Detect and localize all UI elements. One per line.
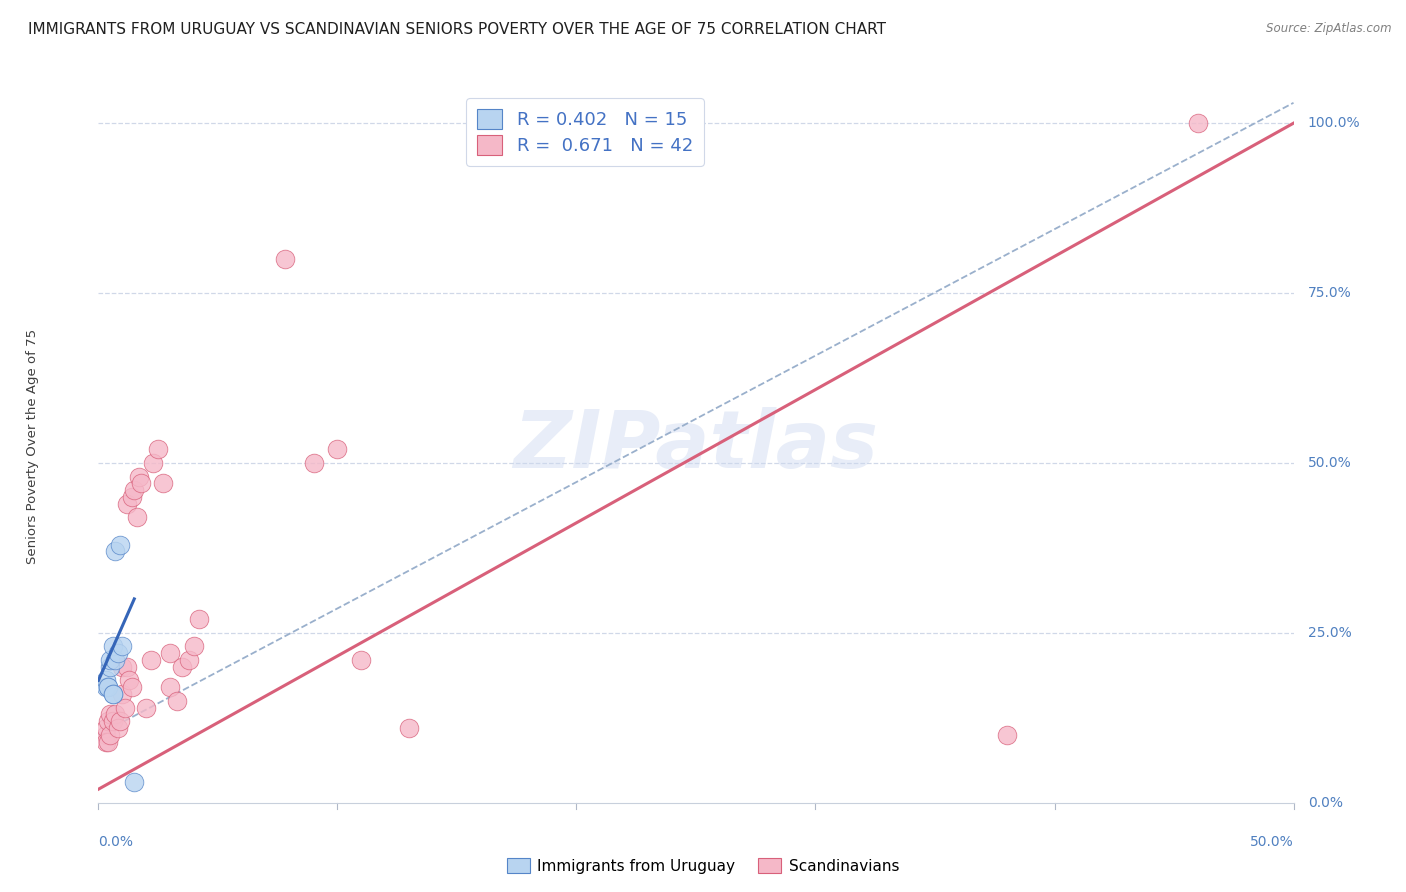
Point <box>350 653 373 667</box>
Point <box>118 673 141 688</box>
Text: 100.0%: 100.0% <box>1308 116 1361 130</box>
Point <box>183 640 205 654</box>
Point <box>94 673 117 688</box>
Point <box>125 510 148 524</box>
Point <box>274 252 297 266</box>
Point <box>142 456 165 470</box>
Text: 75.0%: 75.0% <box>1308 286 1351 300</box>
Point <box>111 660 134 674</box>
Point <box>111 640 134 654</box>
Point <box>131 476 153 491</box>
Point <box>104 544 127 558</box>
Point <box>1187 116 1209 130</box>
Point <box>107 646 129 660</box>
Text: 25.0%: 25.0% <box>1308 626 1351 640</box>
Point <box>115 497 138 511</box>
Point <box>124 775 146 789</box>
Point <box>115 660 138 674</box>
Point <box>398 721 420 735</box>
Text: 0.0%: 0.0% <box>98 835 134 849</box>
Text: 0.0%: 0.0% <box>1308 796 1343 810</box>
Point <box>124 483 146 498</box>
Point <box>995 728 1018 742</box>
Point <box>97 734 120 748</box>
Text: Seniors Poverty Over the Age of 75: Seniors Poverty Over the Age of 75 <box>27 328 39 564</box>
Text: Source: ZipAtlas.com: Source: ZipAtlas.com <box>1267 22 1392 36</box>
Point <box>159 646 181 660</box>
Point <box>94 728 117 742</box>
Text: IMMIGRANTS FROM URUGUAY VS SCANDINAVIAN SENIORS POVERTY OVER THE AGE OF 75 CORRE: IMMIGRANTS FROM URUGUAY VS SCANDINAVIAN … <box>28 22 886 37</box>
Point <box>187 612 209 626</box>
Point <box>98 653 122 667</box>
Point <box>98 728 122 742</box>
Point <box>98 660 122 674</box>
Point <box>101 687 124 701</box>
Point <box>172 660 194 674</box>
Point <box>111 687 134 701</box>
Point <box>94 734 117 748</box>
Point <box>114 700 136 714</box>
Point <box>121 490 143 504</box>
Point <box>104 653 127 667</box>
Legend: R = 0.402   N = 15, R =  0.671   N = 42: R = 0.402 N = 15, R = 0.671 N = 42 <box>465 98 703 166</box>
Point <box>101 640 124 654</box>
Point <box>94 680 117 694</box>
Text: ZIPatlas: ZIPatlas <box>513 407 879 485</box>
Point <box>94 721 117 735</box>
Point <box>152 476 174 491</box>
Point <box>98 707 122 722</box>
Point <box>135 700 157 714</box>
Point <box>97 680 120 694</box>
Point <box>302 456 325 470</box>
Point <box>179 653 201 667</box>
Legend: Immigrants from Uruguay, Scandinavians: Immigrants from Uruguay, Scandinavians <box>501 852 905 880</box>
Point <box>159 680 181 694</box>
Point <box>139 653 162 667</box>
Point <box>101 714 124 729</box>
Point <box>128 469 150 483</box>
Point <box>107 721 129 735</box>
Text: 50.0%: 50.0% <box>1308 456 1351 470</box>
Point <box>104 707 127 722</box>
Point <box>148 442 170 457</box>
Point <box>97 680 120 694</box>
Point <box>101 687 124 701</box>
Point <box>326 442 349 457</box>
Point <box>97 714 120 729</box>
Point <box>108 537 131 551</box>
Point <box>108 714 131 729</box>
Point <box>166 694 188 708</box>
Text: 50.0%: 50.0% <box>1250 835 1294 849</box>
Point <box>121 680 143 694</box>
